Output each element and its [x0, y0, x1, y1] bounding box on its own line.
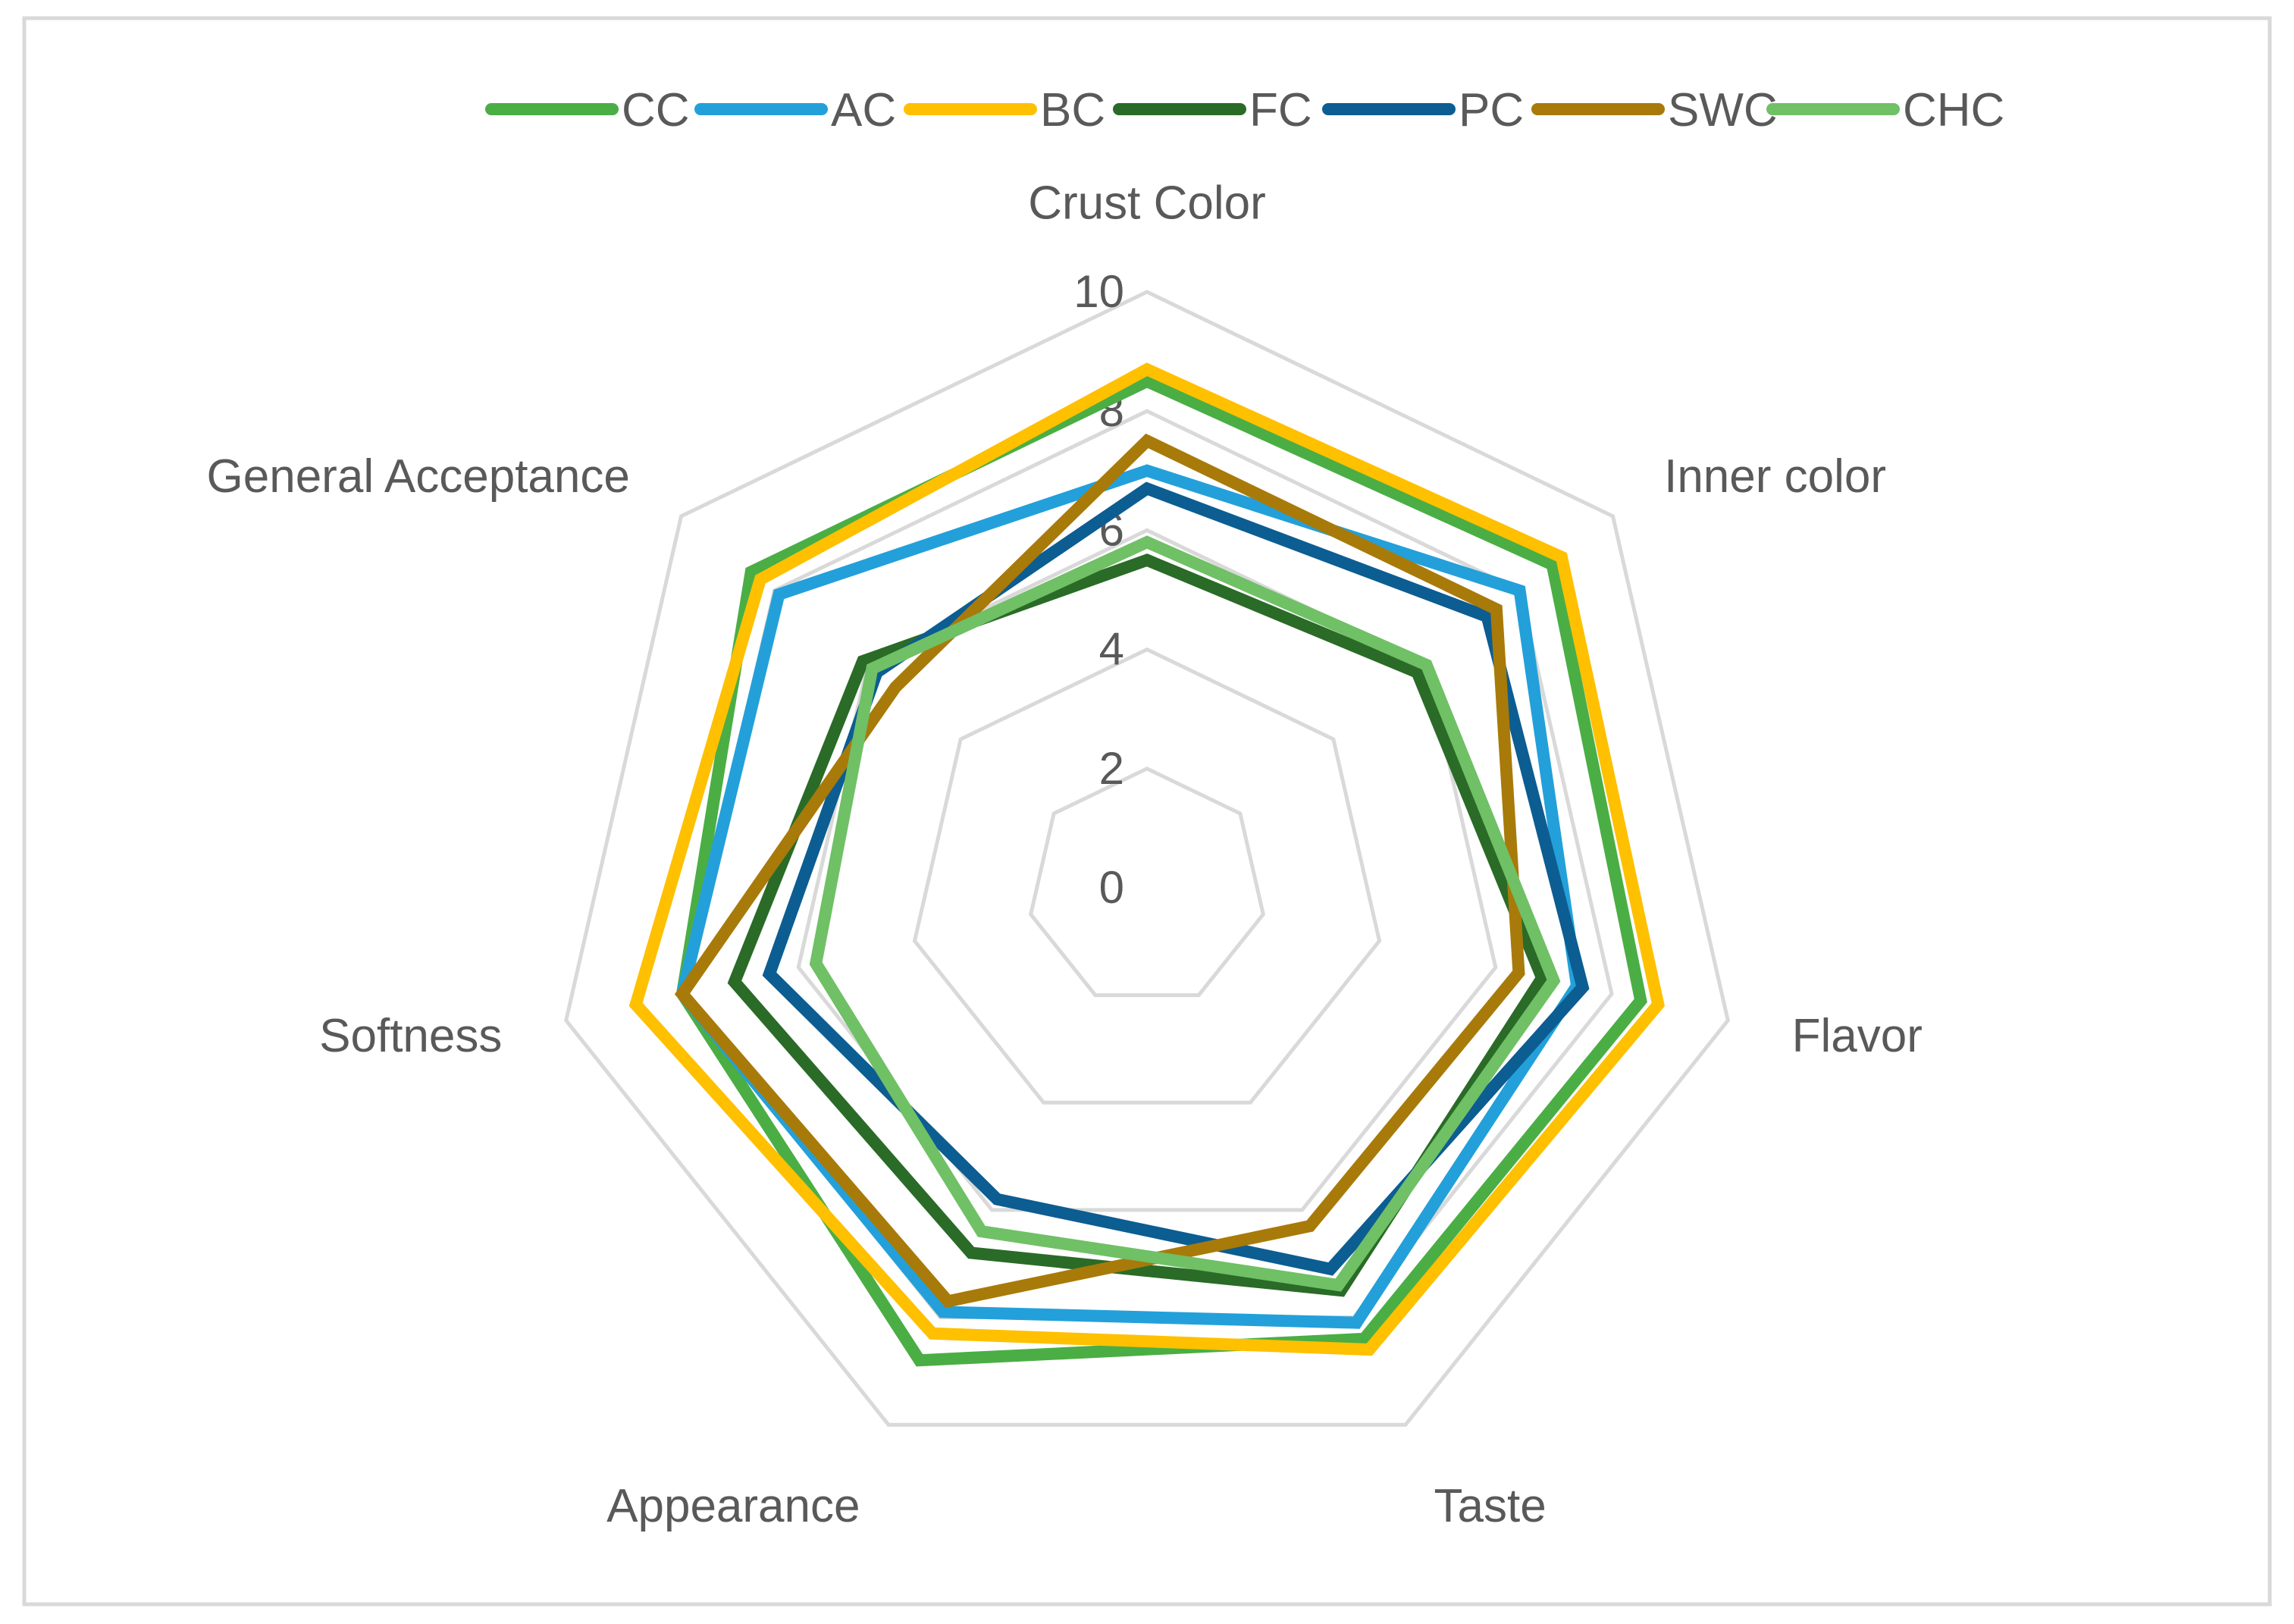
grid-ring-2 [1028, 767, 1266, 998]
legend: CC AC BC FC PC SWC CHC [485, 84, 2004, 136]
tick-label: 4 [1099, 624, 1124, 675]
axis-labels: Crust Color Inner color Flavor Taste Appeara… [207, 177, 1923, 1533]
axis-label: Softness [319, 1010, 502, 1062]
series-line-chc [809, 535, 1561, 1292]
legend-label: CHC [1903, 84, 2004, 136]
legend-item-fc: FC [1113, 84, 1312, 136]
grid-ring-10 [563, 290, 1731, 1427]
tick-label: 2 [1099, 743, 1124, 794]
series-line-bc [628, 362, 1665, 1356]
axis-label: Taste [1434, 1480, 1547, 1532]
legend-item-pc: PC [1322, 84, 1524, 136]
grid-ring-4 [912, 647, 1382, 1105]
chart-frame [22, 16, 2272, 1607]
legend-label: PC [1459, 84, 1524, 136]
legend-label: SWC [1668, 84, 1778, 136]
legend-item-swc: SWC [1531, 84, 1778, 136]
legend-item-ac: AC [694, 84, 896, 136]
axis-label: General Acceptance [207, 450, 630, 503]
series-line-ac [675, 464, 1584, 1329]
legend-label: FC [1249, 84, 1312, 136]
axis-label: Inner color [1664, 450, 1886, 503]
series-lines [628, 362, 1665, 1367]
legend-label: CC [622, 84, 690, 136]
tick-label: 10 [1073, 266, 1124, 317]
legend-label: BC [1040, 84, 1105, 136]
axis-label: Crust Color [1028, 177, 1266, 230]
legend-item-cc: CC [485, 84, 690, 136]
axis-label: Appearance [606, 1480, 860, 1532]
legend-item-chc: CHC [1766, 84, 2004, 136]
axis-label: Flavor [1792, 1010, 1923, 1062]
legend-item-bc: BC [904, 84, 1105, 136]
tick-label: 0 [1099, 862, 1124, 913]
series-line-fc [727, 553, 1550, 1297]
legend-label: AC [831, 84, 896, 136]
